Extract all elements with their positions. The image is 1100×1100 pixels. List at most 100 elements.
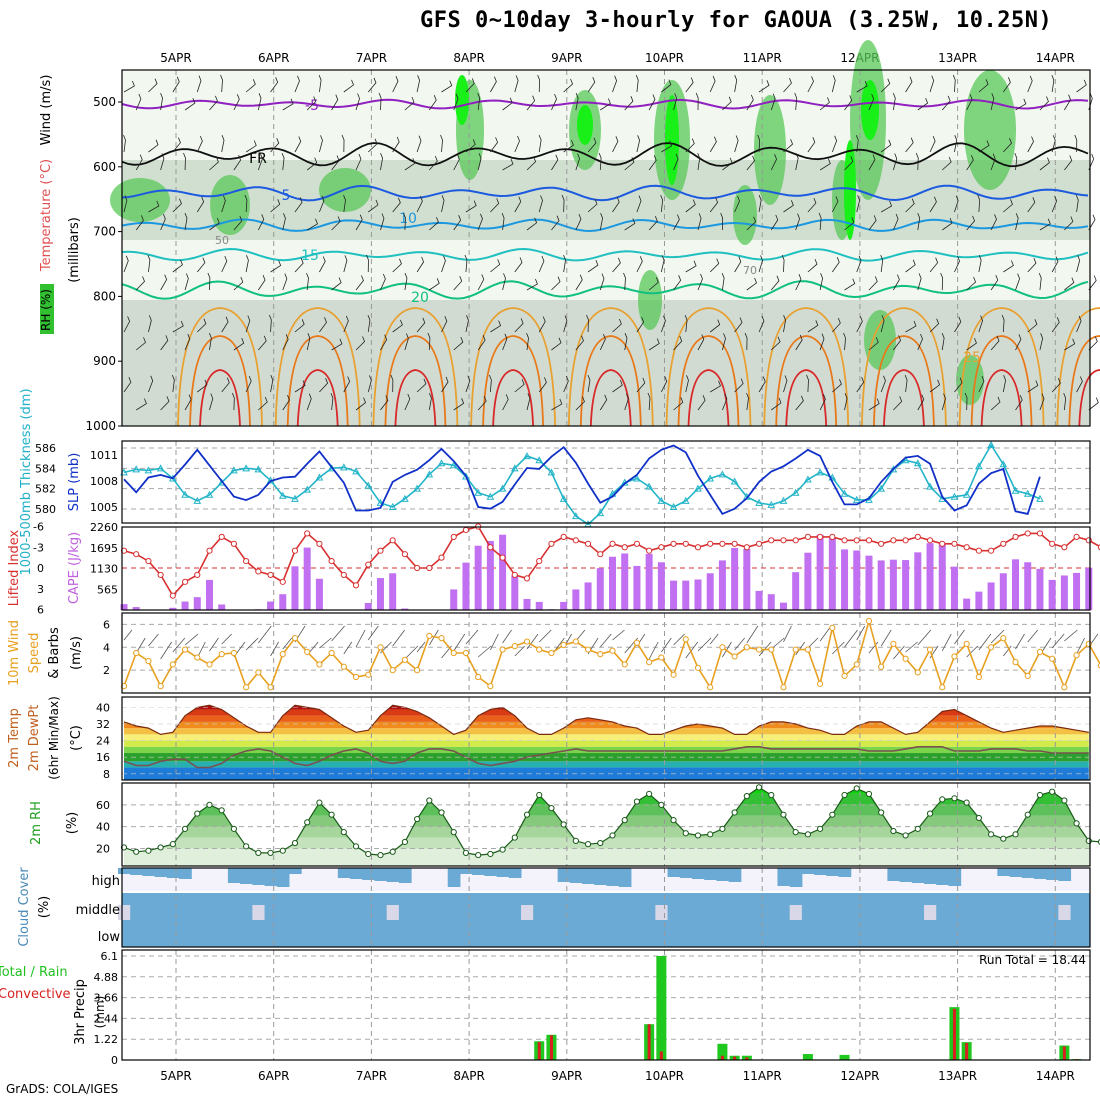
bottom-day-label: 6APR bbox=[258, 1069, 289, 1083]
thickness-point bbox=[657, 496, 666, 504]
wind-barb bbox=[563, 139, 574, 153]
wind-barb bbox=[587, 137, 597, 153]
wind-barb bbox=[807, 137, 816, 153]
surface-wind-barb bbox=[807, 637, 819, 649]
cape-bar bbox=[499, 534, 507, 610]
wind-barb bbox=[783, 375, 788, 393]
rh2m-point bbox=[487, 850, 494, 858]
wind-barb bbox=[1002, 375, 1007, 393]
rh-band bbox=[124, 804, 1090, 816]
wind-axis-label-4: (m/s) bbox=[69, 636, 84, 670]
lifted-index-point bbox=[841, 537, 848, 544]
cloud-high-bar bbox=[288, 868, 302, 874]
wind-barb bbox=[734, 256, 742, 273]
wind-barb bbox=[929, 257, 939, 273]
surface-wind-barb bbox=[209, 637, 219, 652]
thickness-point bbox=[132, 465, 141, 473]
surface-wind-barb bbox=[245, 637, 259, 651]
wind-barb bbox=[818, 212, 822, 231]
wind-speed-point bbox=[731, 653, 738, 660]
lifted-index-point bbox=[670, 540, 677, 547]
cloud-level-high: high bbox=[92, 874, 120, 889]
wind-speed-point bbox=[804, 646, 812, 653]
wind-barb bbox=[183, 152, 186, 171]
rh-band bbox=[124, 815, 1090, 827]
wind-barb bbox=[551, 276, 561, 291]
wind-barb bbox=[526, 393, 531, 411]
wind-barb bbox=[294, 75, 300, 93]
wind-barb bbox=[1088, 214, 1096, 231]
cape-bar bbox=[657, 562, 665, 610]
wind-barb bbox=[221, 377, 230, 393]
lifted-index-point bbox=[792, 537, 799, 544]
bottom-day-label: 12APR bbox=[840, 1069, 879, 1083]
rh2m-point bbox=[499, 846, 506, 853]
wind-barb bbox=[929, 75, 935, 93]
wind-barb bbox=[209, 95, 218, 111]
wind-barb bbox=[770, 336, 781, 351]
cape-bar bbox=[963, 598, 971, 610]
wind-speed-point bbox=[914, 669, 921, 676]
rh-moist-area bbox=[210, 175, 250, 235]
rh2m-point bbox=[658, 801, 665, 808]
cape-tick-label: 1130 bbox=[90, 563, 118, 576]
cape-bar bbox=[889, 559, 897, 610]
pressure-tick-label: 1000 bbox=[85, 419, 116, 433]
wind-barb bbox=[257, 214, 265, 231]
wind-speed-point bbox=[499, 646, 506, 653]
wind-barb bbox=[1088, 397, 1099, 411]
wind-barb bbox=[685, 77, 694, 93]
wind-speed-point bbox=[279, 651, 286, 658]
lifted-index-point bbox=[694, 544, 702, 551]
wind-speed-point bbox=[609, 647, 616, 654]
cape-bar bbox=[902, 560, 910, 610]
wind-barb bbox=[1027, 258, 1037, 273]
surface-wind-barb bbox=[355, 629, 366, 648]
wind-tick-label: 2 bbox=[103, 664, 110, 677]
wind-barb bbox=[880, 78, 891, 93]
wind-speed-point bbox=[707, 684, 714, 691]
wind-barb bbox=[538, 377, 547, 393]
surface-wind-barb bbox=[612, 629, 625, 641]
surface-wind-barb bbox=[954, 629, 965, 645]
wind-speed-point bbox=[1000, 635, 1007, 642]
wind-barb bbox=[160, 396, 170, 411]
wind-barb bbox=[207, 272, 211, 291]
wind-barb bbox=[561, 194, 565, 213]
wind-barb bbox=[734, 195, 740, 213]
thickness-tick-label: 582 bbox=[35, 483, 56, 496]
wind-barb bbox=[258, 396, 268, 411]
wind-barb bbox=[990, 335, 1000, 351]
cloud-frame bbox=[121, 867, 1091, 948]
temp-band bbox=[124, 740, 1089, 747]
wind-barb bbox=[453, 215, 462, 231]
wind-barb bbox=[978, 315, 984, 333]
temp-tick-label: 8 bbox=[103, 768, 110, 781]
wind-barb bbox=[135, 215, 144, 231]
wind-barb bbox=[551, 398, 563, 411]
temp-band bbox=[124, 746, 1089, 754]
wind-barb bbox=[598, 152, 602, 171]
rh2m-point bbox=[414, 815, 421, 823]
lifted-index-point bbox=[340, 571, 347, 579]
isotherm-35-lobe bbox=[687, 369, 730, 427]
rh-moist-area bbox=[864, 310, 896, 370]
surface-wind-barb bbox=[771, 637, 785, 650]
rh2m-point bbox=[194, 810, 201, 817]
surface-wind-barb bbox=[648, 641, 659, 660]
wind-barb bbox=[1064, 338, 1076, 351]
wind-barb bbox=[477, 395, 487, 411]
wind-barb bbox=[794, 92, 798, 111]
wind-barb bbox=[770, 214, 779, 231]
wind-barb bbox=[795, 395, 804, 411]
thickness-axis-label: 1000-500mb Thickness (dm) bbox=[19, 388, 34, 575]
rh2m-point bbox=[511, 834, 518, 841]
wind-barb bbox=[746, 94, 754, 111]
wind-barb bbox=[160, 153, 165, 171]
rh2m-axis-label: 2m RH bbox=[29, 801, 44, 845]
rh2m-point bbox=[841, 791, 848, 799]
surface-wind-barb bbox=[221, 633, 232, 645]
wind-speed-point bbox=[817, 680, 824, 687]
wind-barb bbox=[757, 134, 761, 153]
wind-barb bbox=[771, 397, 782, 411]
